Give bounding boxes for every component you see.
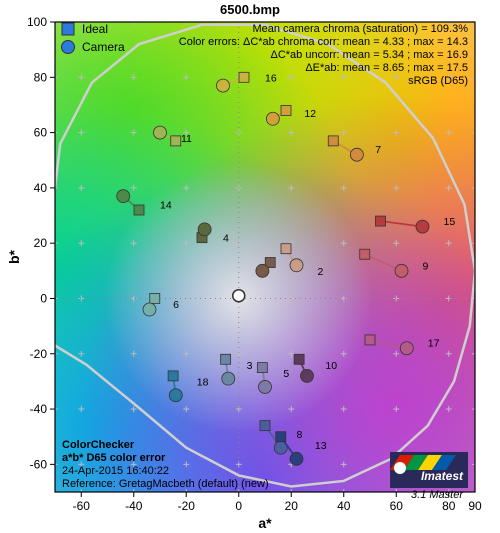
svg-text:7: 7 — [375, 144, 381, 156]
svg-text:17: 17 — [428, 338, 440, 350]
svg-text:10: 10 — [325, 360, 337, 372]
svg-text:-40: -40 — [30, 402, 48, 416]
svg-text:20: 20 — [34, 236, 48, 250]
svg-text:0: 0 — [235, 499, 242, 513]
svg-text:ColorChecker: ColorChecker — [62, 439, 135, 451]
svg-text:-60: -60 — [73, 499, 91, 513]
imatest-logo: Imatest 3.1 Master — [390, 452, 468, 501]
svg-text:16: 16 — [265, 72, 277, 84]
svg-text:12: 12 — [304, 108, 316, 120]
svg-text:4: 4 — [223, 233, 229, 245]
svg-text:ΔE*ab: mean = 8.65 ; max =: ΔE*ab: mean = 8.65 ; max = 17.5 — [305, 62, 468, 74]
svg-text:-60: -60 — [30, 457, 48, 471]
svg-text:60: 60 — [390, 499, 404, 513]
svg-text:11: 11 — [181, 133, 192, 145]
svg-text:9: 9 — [423, 260, 429, 272]
svg-text:5: 5 — [283, 368, 289, 380]
svg-text:40: 40 — [337, 499, 351, 513]
svg-text:18: 18 — [197, 376, 209, 388]
svg-text:-40: -40 — [125, 499, 143, 513]
svg-text:24-Apr-2015 16:40:22: 24-Apr-2015 16:40:22 — [62, 465, 169, 477]
svg-text:Color errors: ΔC*ab chroma cor: Color errors: ΔC*ab chroma corr: mean = … — [179, 36, 468, 48]
svg-text:60: 60 — [34, 126, 48, 140]
svg-text:Mean camera chroma (saturation: Mean camera chroma (saturation) = 109.3% — [252, 23, 468, 35]
svg-text:90: 90 — [468, 499, 482, 513]
svg-text:3.1 Master: 3.1 Master — [411, 489, 464, 501]
svg-text:a*b* D65 color error: a*b* D65 color error — [62, 452, 166, 464]
svg-text:a*: a* — [258, 515, 272, 531]
svg-text:15: 15 — [444, 216, 456, 228]
svg-text:sRGB (D65): sRGB (D65) — [408, 75, 468, 87]
svg-text:-20: -20 — [30, 347, 48, 361]
svg-text:13: 13 — [315, 440, 327, 452]
svg-text:-20: -20 — [178, 499, 196, 513]
svg-text:ΔC*ab uncorr: mean = 5.34 ;: ΔC*ab uncorr: mean = 5.34 ; max = 16.9 — [270, 49, 468, 61]
svg-text:b*: b* — [6, 249, 22, 264]
svg-text:Camera: Camera — [82, 40, 125, 54]
svg-text:20: 20 — [285, 499, 299, 513]
svg-text:0: 0 — [40, 291, 47, 305]
svg-text:Ideal: Ideal — [82, 22, 108, 36]
svg-text:14: 14 — [160, 199, 172, 211]
svg-text:6: 6 — [173, 299, 179, 311]
svg-text:80: 80 — [34, 70, 48, 84]
svg-text:100: 100 — [27, 15, 47, 29]
svg-text:3: 3 — [247, 360, 253, 372]
svg-text:Imatest: Imatest — [421, 469, 464, 483]
svg-text:2: 2 — [318, 266, 324, 278]
svg-text:Reference: GretagMacbeth (defa: Reference: GretagMacbeth (default) (new) — [62, 478, 269, 490]
svg-text:40: 40 — [34, 181, 48, 195]
color-error-chart: -60 -40 -20 0 20 40 60 80 90 -60 -40 -20 0 20 40 60 80 10… — [0, 0, 500, 533]
svg-text:80: 80 — [442, 499, 456, 513]
svg-text:8: 8 — [297, 429, 303, 441]
